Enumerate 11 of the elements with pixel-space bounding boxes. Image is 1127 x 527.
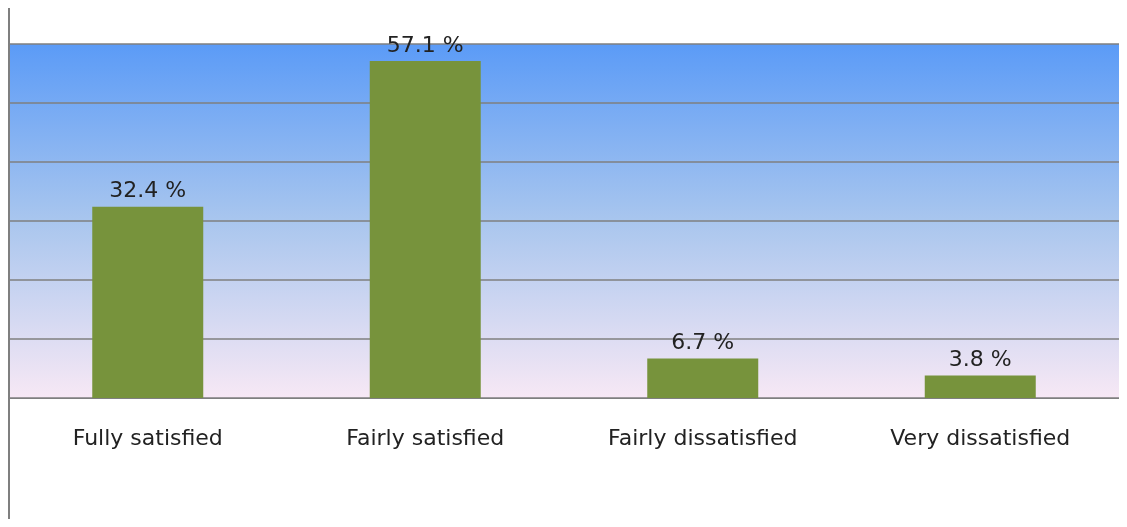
x-tick-label: Fairly satisfied xyxy=(346,424,505,450)
data-label: 3.8 % xyxy=(948,346,1012,372)
bar xyxy=(924,375,1036,398)
bar xyxy=(369,61,481,398)
bar xyxy=(92,206,204,398)
bar xyxy=(647,358,759,398)
x-tick-label: Fully satisfied xyxy=(72,424,223,450)
data-label: 32.4 % xyxy=(109,177,187,203)
data-label: 6.7 % xyxy=(671,328,735,354)
x-tick-label: Very dissatisfied xyxy=(890,424,1071,450)
x-tick-label: Fairly dissatisfied xyxy=(608,424,798,450)
